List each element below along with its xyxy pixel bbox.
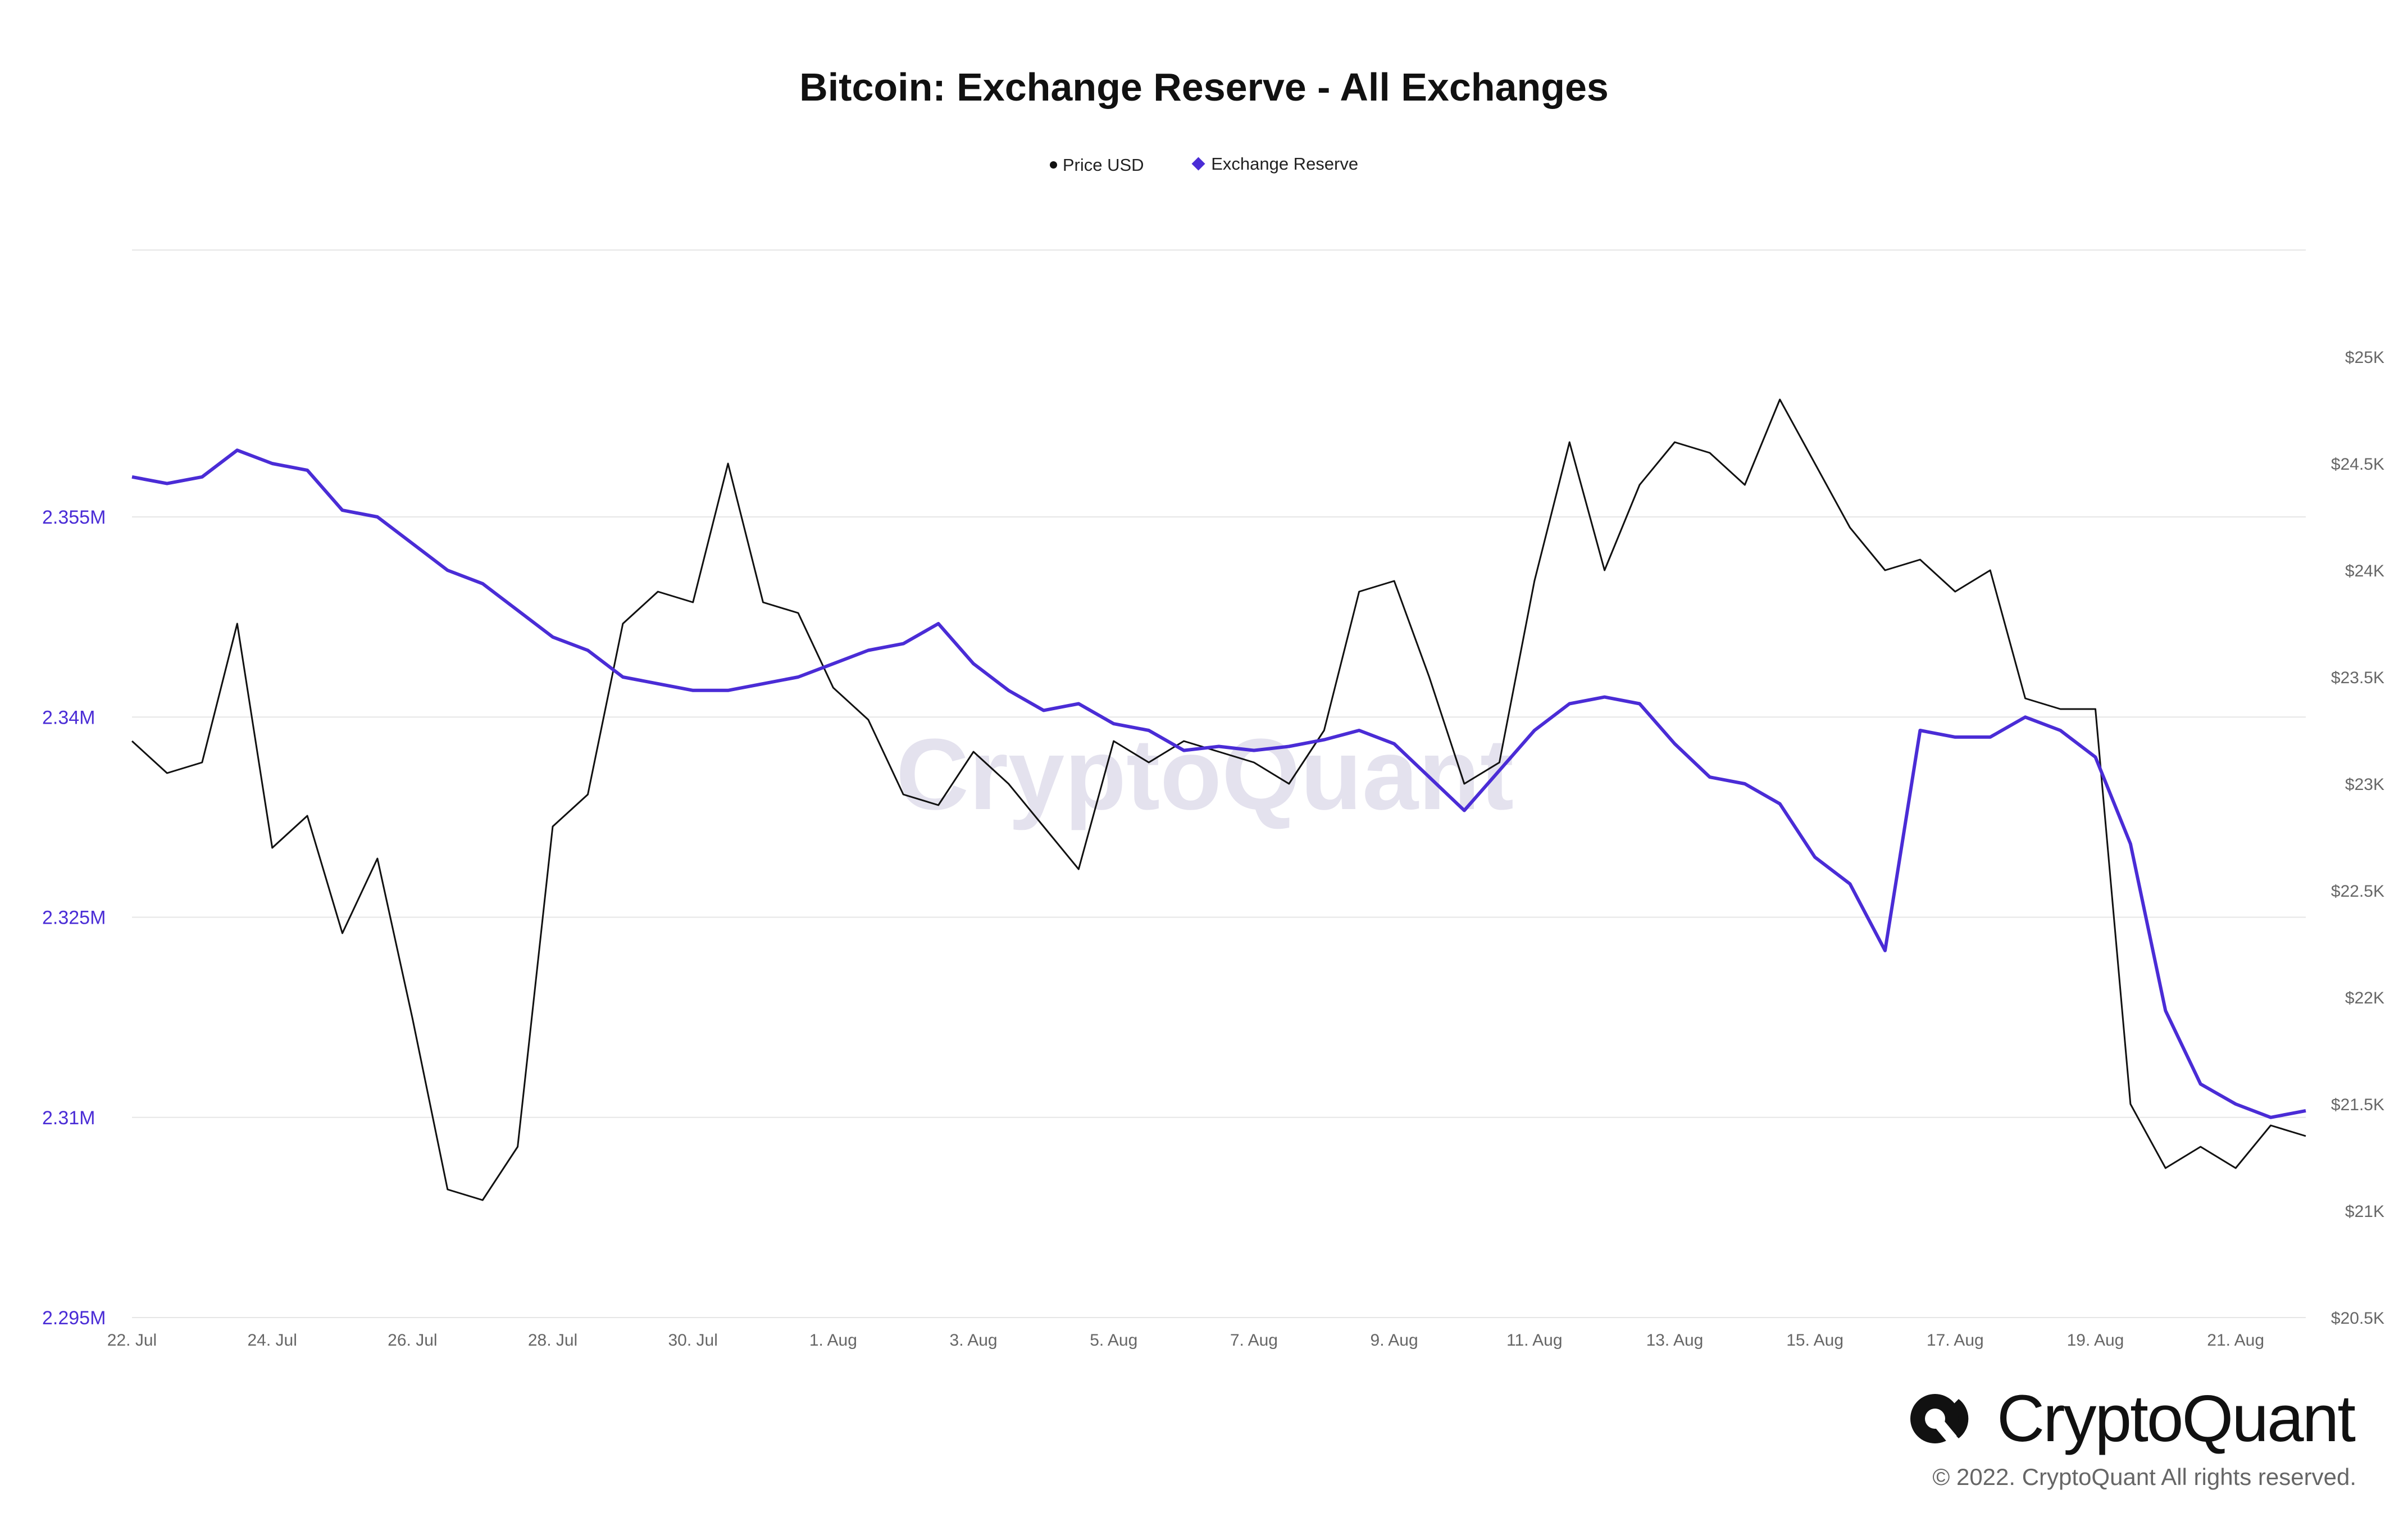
- legend-label-reserve: Exchange Reserve: [1211, 153, 1359, 174]
- legend-dot-icon: [1049, 161, 1057, 169]
- x-tick-label: 1. Aug: [809, 1331, 857, 1350]
- x-tick-label: 3. Aug: [950, 1331, 998, 1350]
- y-right-tick-label: $23K: [2345, 775, 2384, 794]
- y-right-tick-label: $24.5K: [2331, 455, 2384, 474]
- x-tick-label: 5. Aug: [1090, 1331, 1137, 1350]
- legend-label-price: Price USD: [1062, 155, 1144, 175]
- x-tick-label: 19. Aug: [2067, 1331, 2124, 1350]
- y-right-tick-label: $21K: [2345, 1202, 2384, 1221]
- axis-layer: 2.295M 2.31M 2.325M 2.34M 2.355M $20.5K $21K $2…: [42, 348, 2384, 1350]
- x-tick-label: 22. Jul: [107, 1331, 157, 1350]
- y-left-tick-label: 2.295M: [42, 1307, 106, 1329]
- x-tick-label: 11. Aug: [1506, 1331, 1563, 1350]
- y-right-tick-label: $24K: [2345, 562, 2384, 580]
- logo-text: CryptoQuant: [1997, 1382, 2356, 1456]
- copyright-text: © 2022. CryptoQuant All rights reserved.: [1932, 1464, 2356, 1490]
- series-layer: [131, 398, 2306, 1201]
- chart-title: Bitcoin: Exchange Reserve - All Exchange…: [799, 65, 1609, 109]
- x-tick-label: 28. Jul: [528, 1331, 577, 1350]
- y-left-tick-label: 2.355M: [42, 507, 106, 528]
- x-tick-label: 17. Aug: [1927, 1331, 1984, 1350]
- y-left-tick-label: 2.34M: [42, 707, 95, 728]
- legend: Price USD Exchange Reserve: [0, 153, 2408, 175]
- y-right-tick-label: $25K: [2345, 348, 2384, 367]
- x-tick-label: 26. Jul: [388, 1331, 437, 1350]
- y-left-tick-label: 2.31M: [42, 1107, 95, 1129]
- y-right-tick-label: $20.5K: [2331, 1309, 2384, 1328]
- x-tick-label: 13. Aug: [1646, 1331, 1704, 1350]
- x-tick-label: 15. Aug: [1786, 1331, 1843, 1350]
- grid-layer: [132, 249, 2306, 1318]
- watermark-text: CryptoQuant: [896, 718, 1514, 831]
- x-tick-label: 9. Aug: [1371, 1331, 1418, 1350]
- legend-item-price[interactable]: Price USD: [1049, 155, 1144, 175]
- series-line-price: [131, 398, 2306, 1201]
- cryptoquant-logo-icon: [1910, 1394, 1969, 1443]
- brand-logo: CryptoQuant: [1907, 1382, 2356, 1455]
- y-right-tick-label: $21.5K: [2331, 1096, 2384, 1114]
- x-tick-label: 24. Jul: [247, 1331, 297, 1350]
- y-right-tick-label: $22K: [2345, 989, 2384, 1007]
- y-left-tick-label: 2.325M: [42, 907, 106, 929]
- y-right-tick-label: $23.5K: [2331, 669, 2384, 687]
- x-tick-label: 21. Aug: [2207, 1331, 2264, 1350]
- y-right-tick-label: $22.5K: [2331, 882, 2384, 901]
- x-tick-label: 7. Aug: [1230, 1331, 1278, 1350]
- series-line-reserve: [131, 448, 2306, 1119]
- legend-item-reserve[interactable]: Exchange Reserve: [1191, 153, 1359, 174]
- x-tick-label: 30. Jul: [668, 1331, 718, 1350]
